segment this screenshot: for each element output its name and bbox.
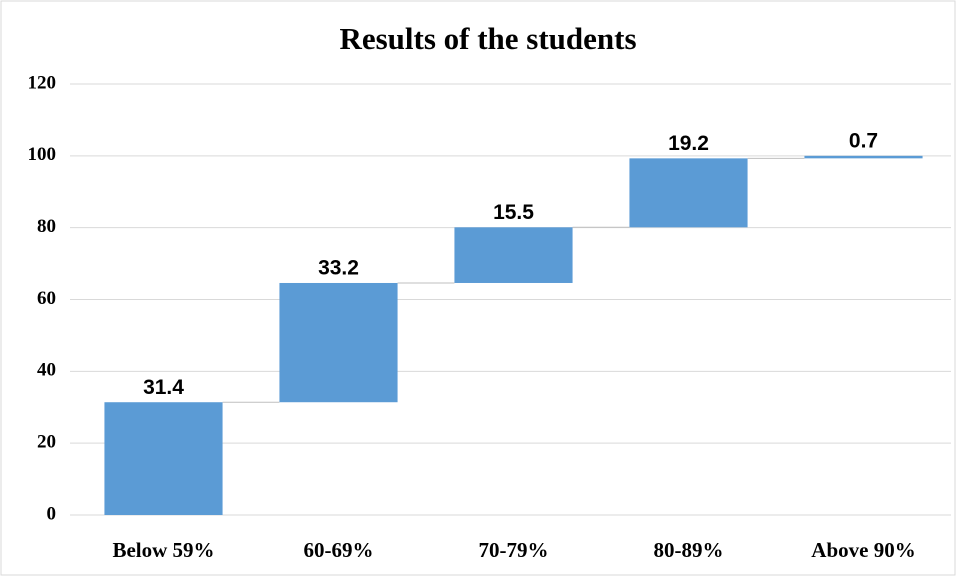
bar [279, 282, 398, 403]
y-tick-label: 120 [28, 72, 57, 93]
x-tick-label: Below 59% [112, 538, 214, 562]
y-tick-label: 80 [37, 216, 56, 237]
data-label: 19.2 [668, 132, 709, 155]
y-tick-label: 100 [28, 144, 57, 165]
x-tick-label: 60-69% [304, 538, 374, 562]
y-tick-label: 0 [47, 503, 57, 524]
data-label: 15.5 [493, 201, 534, 224]
x-tick-label: 70-79% [479, 538, 549, 562]
y-tick-label: 20 [37, 432, 56, 453]
data-label: 31.4 [143, 376, 184, 399]
bar [629, 158, 748, 228]
x-tick-label: Above 90% [811, 538, 915, 562]
bar [454, 227, 573, 283]
chart-title: Results of the students [339, 21, 636, 56]
bar [804, 155, 923, 159]
data-label: 33.2 [318, 257, 359, 280]
x-tick-label: 80-89% [654, 538, 724, 562]
bar [104, 402, 223, 515]
y-tick-label: 40 [37, 360, 56, 381]
y-tick-label: 60 [37, 288, 56, 309]
data-label: 0.7 [849, 129, 878, 152]
